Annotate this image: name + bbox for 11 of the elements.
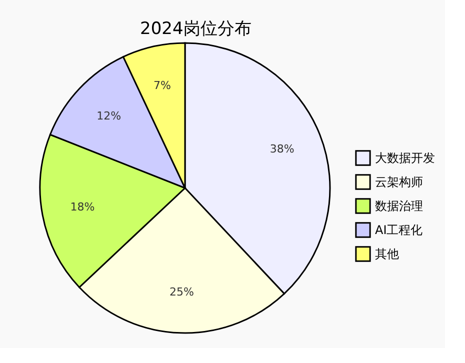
data-label: 38% bbox=[270, 142, 294, 156]
data-label: 18% bbox=[70, 200, 95, 214]
legend-label: 大数据开发 bbox=[375, 151, 435, 165]
legend-label: AI工程化 bbox=[375, 223, 423, 237]
legend-label: 云架构师 bbox=[375, 175, 423, 189]
legend-label: 其他 bbox=[375, 247, 399, 261]
data-label: 25% bbox=[169, 285, 194, 298]
chart-title: 2024岗位分布 bbox=[140, 19, 252, 39]
data-label: 12% bbox=[96, 110, 122, 123]
legend-label: 数据治理 bbox=[375, 199, 423, 213]
data-label: 7% bbox=[154, 79, 171, 92]
